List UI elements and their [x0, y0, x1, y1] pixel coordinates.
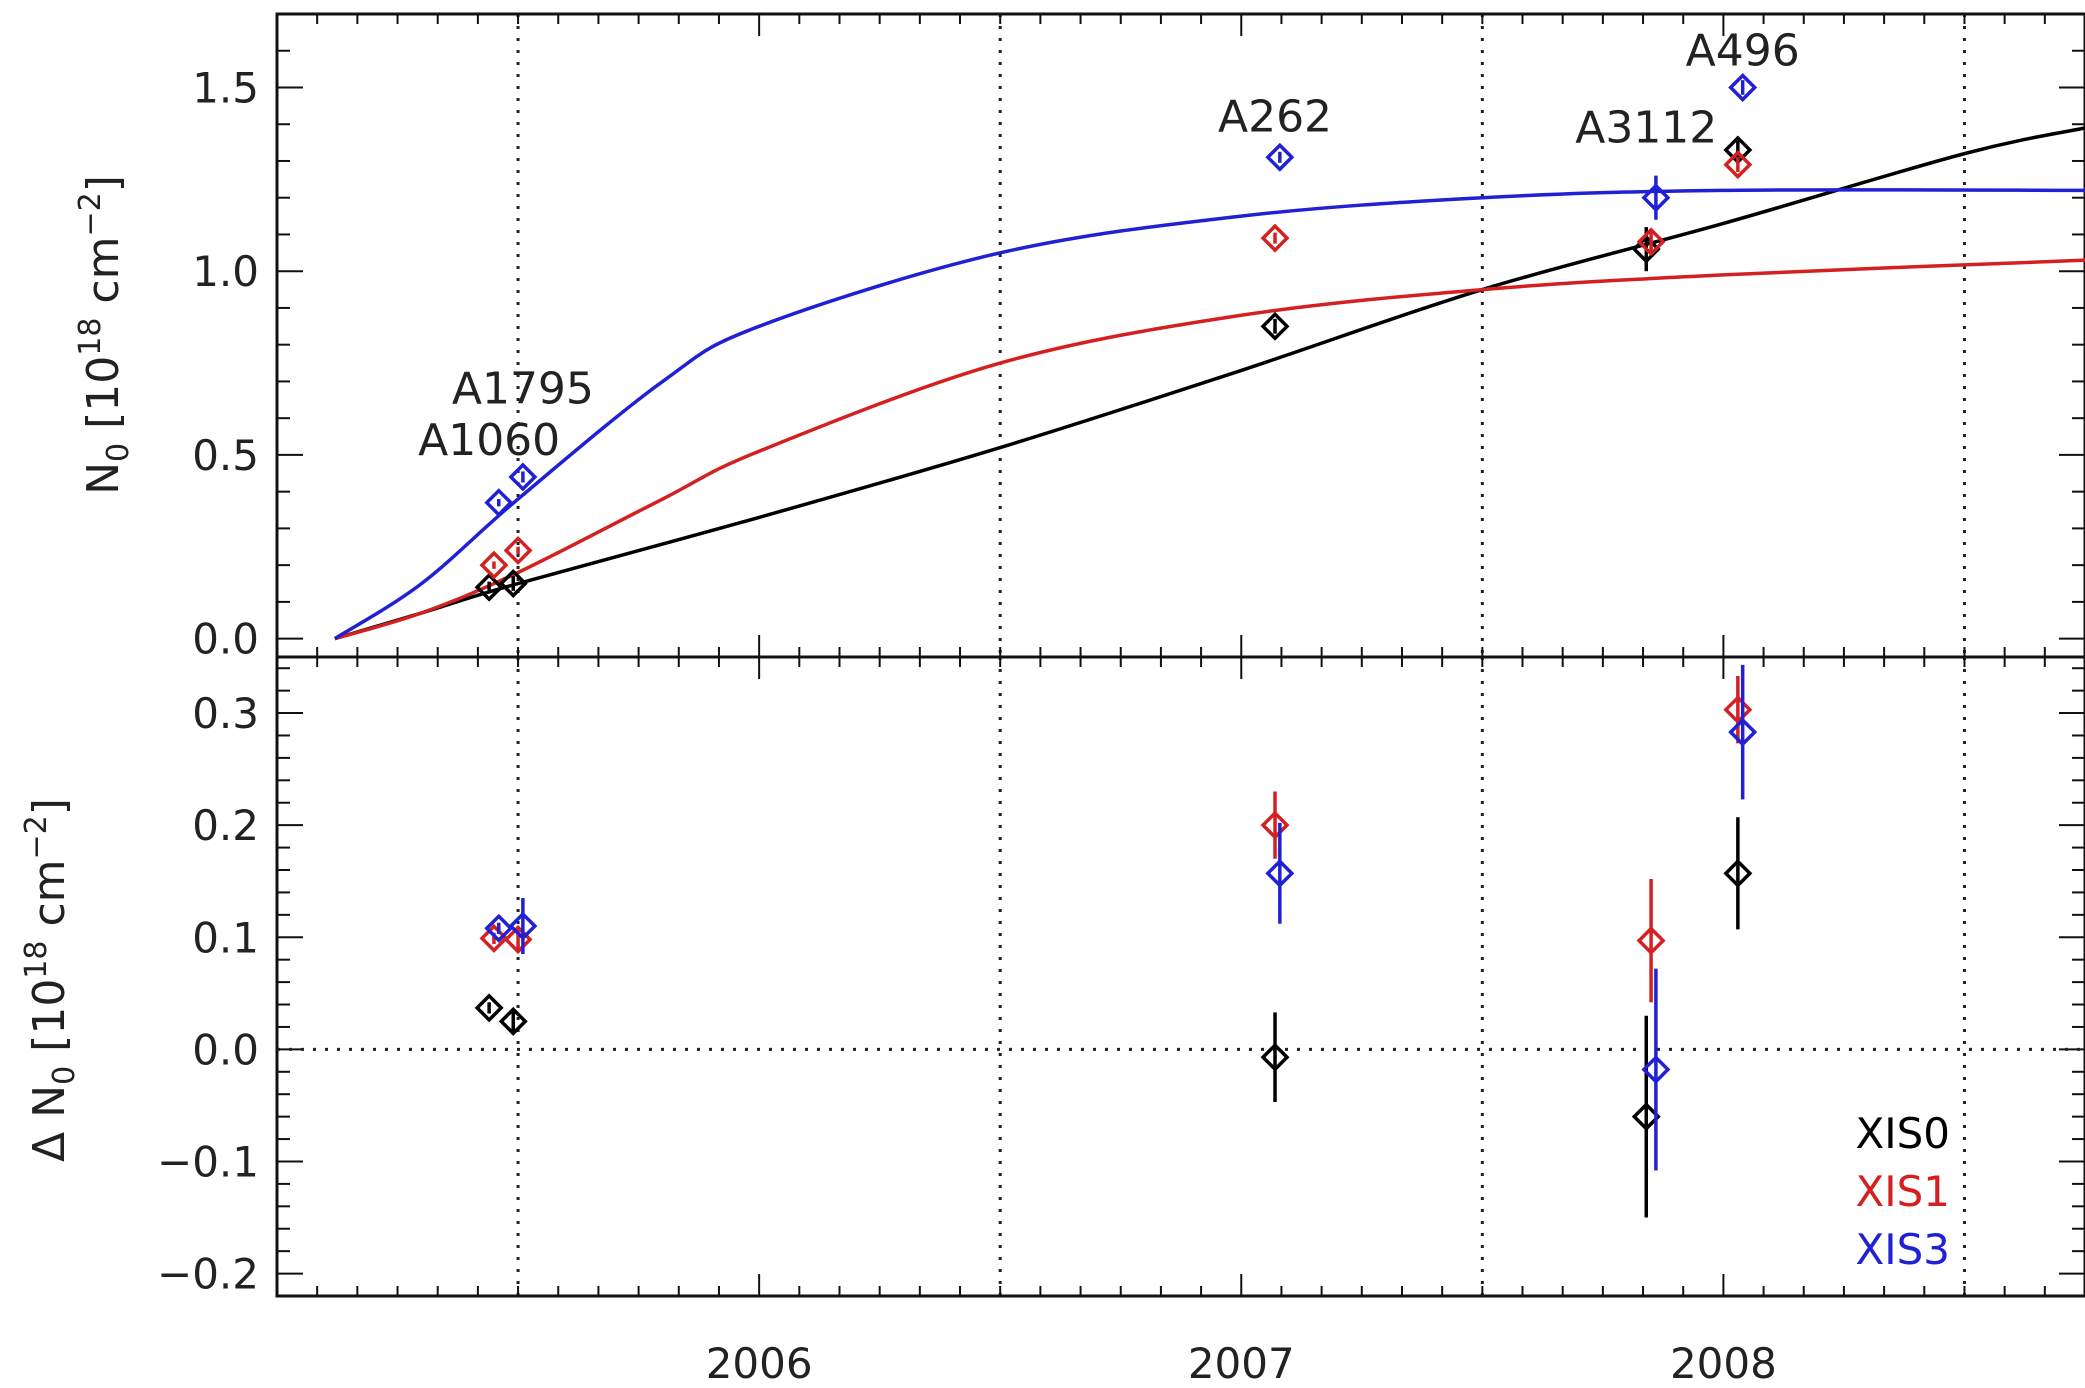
bottom-point-xis0: [1723, 858, 1753, 888]
bottom-point-xis1: [1260, 810, 1290, 840]
top-point-xis3: [1641, 183, 1671, 213]
y-axis-label-text: N0 [1018 cm−2]: [73, 175, 136, 495]
bottom-point-xis3: [484, 913, 514, 943]
bottom-frame: [275, 655, 2085, 1298]
top-point-xis3: [1728, 73, 1758, 102]
bottom-y-tick-label: 0.3: [192, 689, 259, 738]
legend-entry-xis1: XIS1: [1855, 1167, 1950, 1216]
x-tick-label: 2007: [1188, 1339, 1295, 1388]
bottom-point-xis3: [1728, 717, 1758, 747]
cluster-label: A496: [1686, 25, 1800, 76]
top-y-tick-label: 0.5: [192, 431, 259, 480]
top-point-xis1: [479, 550, 509, 580]
bottom-y-tick-label: −0.2: [157, 1250, 259, 1299]
fit-curve-xis3: [333, 188, 2085, 641]
top-point-xis0: [498, 569, 528, 598]
bottom-point-xis3: [508, 911, 538, 941]
top-point-xis0: [1260, 311, 1290, 341]
top-point-xis0: [474, 572, 504, 602]
top-point-xis3: [1265, 142, 1295, 172]
top-point-xis3: [484, 488, 514, 518]
bottom-y-tick-label: 0.0: [192, 1025, 259, 1074]
cluster-label: A1060: [418, 415, 560, 466]
bottom-point-xis1: [1723, 695, 1753, 725]
bottom-point-xis1: [1636, 926, 1666, 956]
bottom-point-xis0: [498, 1006, 528, 1036]
top-point-xis0: [1631, 234, 1661, 264]
legend: XIS0 XIS1 XIS3: [1855, 1109, 1950, 1274]
y-axis-label-text: Δ N0 [1018 cm−2]: [19, 798, 82, 1162]
bottom-point-xis1: [479, 923, 509, 953]
top-point-xis1: [503, 535, 533, 565]
bottom-y-tick-label: −0.1: [157, 1137, 259, 1186]
top-y-tick-label: 1.5: [192, 63, 259, 112]
bottom-point-xis0: [474, 993, 504, 1023]
cluster-label: A3112: [1575, 103, 1717, 154]
cluster-label: A262: [1218, 92, 1332, 143]
bottom-y-tick-label: 0.1: [192, 913, 259, 962]
legend-entry-xis0: XIS0: [1855, 1109, 1950, 1158]
top-point-xis1: [1723, 150, 1753, 180]
bottom-y-axis-label: Δ N0 [1018 cm−2]: [19, 798, 82, 1162]
bottom-panel: 0.3 0.2 0.1 0.0 −0.1 −0.2 2006 2007 2008: [157, 655, 2085, 1388]
top-frame: [275, 12, 2085, 659]
top-point-xis1: [1260, 223, 1290, 253]
legend-entry-xis3: XIS3: [1855, 1225, 1950, 1274]
top-y-tick-label: 1.0: [192, 247, 259, 296]
top-point-xis3: [508, 462, 538, 492]
bottom-y-tick-label: 0.2: [192, 801, 259, 850]
top-point-xis1: [1636, 227, 1666, 257]
fit-curve-xis1: [334, 258, 2085, 641]
fit-curve-xis0: [334, 126, 2085, 641]
cluster-label: A1795: [452, 363, 594, 414]
x-tick-label: 2008: [1670, 1339, 1777, 1388]
bottom-point-xis3: [1641, 1055, 1671, 1085]
x-tick-label: 2006: [706, 1339, 813, 1388]
top-y-tick-label: 0.0: [192, 615, 259, 664]
bottom-point-xis0: [1260, 1042, 1290, 1072]
top-y-axis-label: N0 [1018 cm−2]: [73, 175, 136, 495]
bottom-point-xis3: [1265, 858, 1295, 888]
